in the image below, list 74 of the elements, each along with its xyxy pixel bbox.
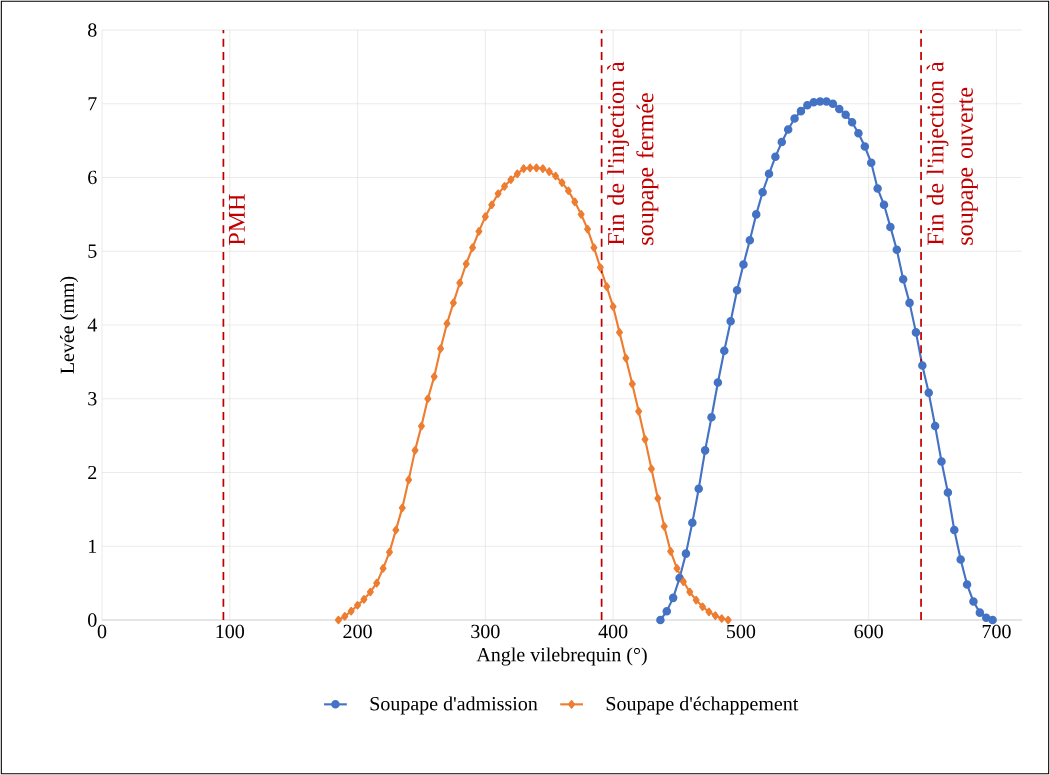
point [911,328,921,337]
ref-line-label: PMH [228,194,245,245]
point [758,187,767,197]
point [981,613,991,623]
x-tick-label: 400 [598,624,628,639]
y-tick-label: 6 [88,170,97,185]
point [975,608,985,617]
point [866,158,876,168]
point [969,597,978,606]
y-tick-label: 5 [88,244,97,258]
ref-line-label: Fin de l'injection à soupape ouverte [926,61,978,245]
point [873,184,882,193]
point [962,580,972,589]
x-tick-label: 500 [727,624,756,639]
y-tick-label: 3 [88,392,97,406]
point [905,298,914,308]
y-tick-label: 0 [88,613,97,627]
point [720,346,729,356]
y-tick-label: 7 [88,97,97,111]
y-axis-title: Levée (mm) [59,276,79,374]
point [815,97,825,106]
point [898,275,908,284]
point [777,137,787,147]
point [930,421,940,431]
point [892,245,902,255]
point [847,117,857,127]
point [860,142,870,151]
legend-label: Soupape d'admission [370,696,538,715]
point [713,378,723,387]
ref-line-label: Fin de l'injection à soupape fermée [607,61,659,245]
point [681,549,691,558]
point [918,361,927,370]
y-tick-label: 8 [88,23,97,37]
point [796,106,806,116]
point [950,525,959,535]
point [771,152,780,162]
point [988,615,997,625]
point [745,235,755,245]
point [803,100,812,110]
point [726,317,735,326]
point [656,615,665,625]
point [943,488,953,497]
point [688,518,697,527]
point [956,555,965,564]
point [879,200,889,210]
point [790,114,799,123]
point [739,260,748,269]
point [937,457,946,466]
point [732,286,742,295]
point [700,446,710,455]
point [783,125,793,134]
point [694,484,703,493]
point [707,412,716,422]
point [668,593,678,603]
x-tick-label: 300 [471,624,500,639]
x-tick-label: 100 [216,624,245,639]
x-axis-title: Angle vilebrequin (°) [476,647,647,666]
point [854,128,863,138]
y-tick-label: 1 [89,539,97,553]
point [835,104,844,114]
x-tick-label: 700 [982,624,1011,639]
legend-label: Soupape d'échappement [606,696,799,715]
point [822,97,831,106]
point [764,169,774,179]
point [841,110,850,120]
x-tick-label: 200 [343,624,372,639]
point [924,388,933,398]
point [662,606,672,616]
y-tick-label: 2 [88,465,97,480]
point [886,222,895,232]
point [828,99,838,109]
point [751,210,761,219]
y-tick-label: 4 [87,318,97,332]
x-tick-label: 600 [854,624,883,639]
